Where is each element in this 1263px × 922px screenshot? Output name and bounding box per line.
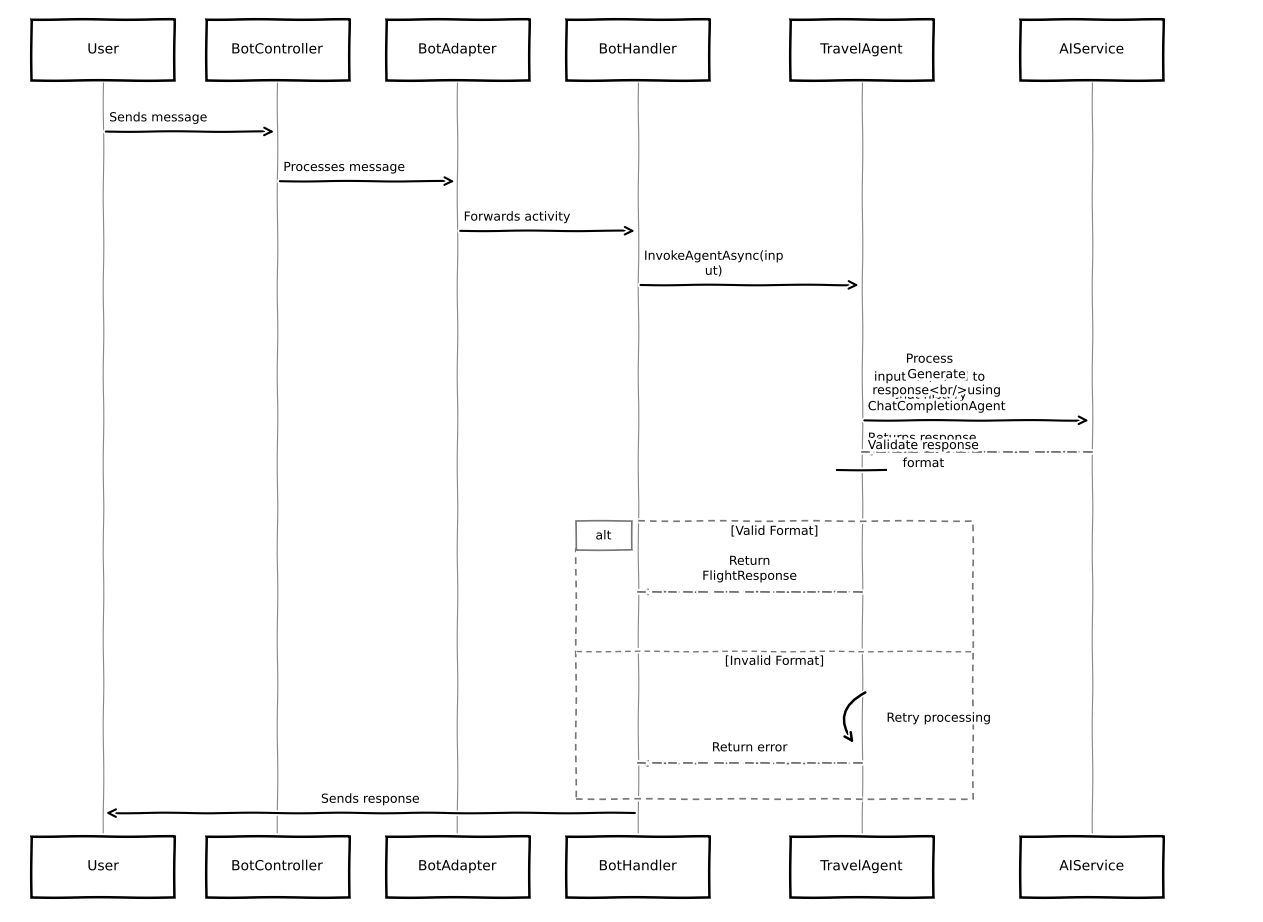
Text: Return error: Return error <box>712 741 788 754</box>
Text: AIService: AIService <box>1060 42 1124 56</box>
Bar <box>386 835 529 897</box>
Text: BotAdapter: BotAdapter <box>418 859 496 873</box>
Text: BotController: BotController <box>231 859 323 873</box>
Text: Validate response
format: Validate response format <box>868 439 979 470</box>
Bar <box>1021 18 1163 80</box>
Text: User: User <box>87 859 119 873</box>
Text: Generate
response<br/>using
ChatCompletionAgent: Generate response<br/>using ChatCompleti… <box>868 368 1005 413</box>
Text: BotController: BotController <box>231 42 323 56</box>
Text: TravelAgent: TravelAgent <box>820 42 903 56</box>
Text: Forwards activity: Forwards activity <box>464 210 571 224</box>
Text: Process
input<br/>Add to
chat history: Process input<br/>Add to chat history <box>874 353 985 402</box>
Text: Sends message: Sends message <box>109 112 207 124</box>
Text: User: User <box>87 42 119 56</box>
Bar <box>566 835 710 897</box>
Bar <box>576 522 632 550</box>
Bar <box>566 18 710 80</box>
Text: BotAdapter: BotAdapter <box>418 42 496 56</box>
Bar <box>576 522 974 799</box>
Bar <box>791 835 933 897</box>
Text: BotHandler: BotHandler <box>599 42 677 56</box>
Text: alt: alt <box>595 529 611 542</box>
Text: [Valid Format]: [Valid Format] <box>730 525 818 538</box>
Bar <box>791 18 933 80</box>
Bar <box>32 835 174 897</box>
Text: AIService: AIService <box>1060 859 1124 873</box>
Text: Retry processing: Retry processing <box>887 712 991 725</box>
Text: BotHandler: BotHandler <box>599 859 677 873</box>
Bar <box>386 18 529 80</box>
Bar <box>206 18 349 80</box>
Text: Returns response: Returns response <box>868 431 976 444</box>
Text: Processes message: Processes message <box>283 161 405 174</box>
Bar <box>32 18 174 80</box>
Bar <box>206 835 349 897</box>
Text: InvokeAgentAsync(inp
ut): InvokeAgentAsync(inp ut) <box>644 250 783 278</box>
Text: Sends response: Sends response <box>321 793 419 806</box>
Bar <box>1021 835 1163 897</box>
Text: [Invalid Format]: [Invalid Format] <box>725 655 825 668</box>
Text: Return
FlightResponse: Return FlightResponse <box>702 555 797 583</box>
Text: TravelAgent: TravelAgent <box>820 859 903 873</box>
